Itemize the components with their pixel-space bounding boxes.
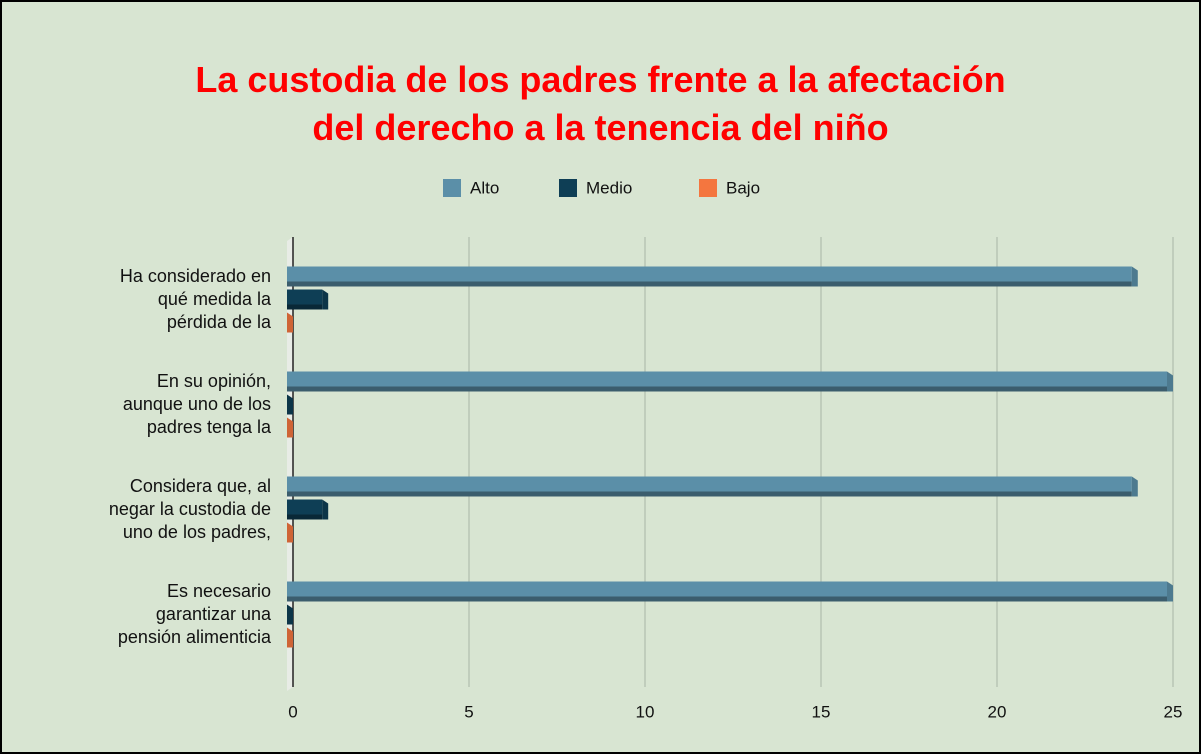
legend-swatch [699,179,717,197]
bar-end [287,522,293,543]
x-tick-label: 15 [812,702,831,721]
bar-bottom [287,514,323,520]
chart-title: La custodia de los padres frente a la af… [195,59,1006,148]
y-tick-label: Considera que, al negar la custodia de u… [108,476,271,542]
bar-end [287,312,293,333]
legend-swatch [559,179,577,197]
bar-end [287,394,293,415]
y-tick-label: Es necesario garantizar una pensión alim… [117,581,271,647]
x-tick-label: 10 [636,702,655,721]
bar-end [322,499,329,520]
bar-end [287,604,293,625]
x-tick-label: 5 [464,702,473,721]
x-tick-label: 25 [1164,702,1183,721]
bar-bottom [287,596,1167,602]
bar-bottom [287,491,1132,497]
bar-end [1131,476,1138,497]
bar-end [1167,581,1173,602]
legend-label: Alto [470,178,499,197]
bar-end [1131,266,1138,287]
bar-bottom [287,304,323,310]
bar-end [1167,371,1173,392]
bar-bottom [287,281,1132,287]
axis-wall [287,237,293,691]
y-tick-label: En su opinión, aunque uno de los padres … [122,371,271,437]
legend-swatch [443,179,461,197]
legend-label: Medio [586,178,632,197]
bar [287,499,323,515]
x-tick-label: 0 [288,702,297,721]
bar-end [287,627,293,648]
y-tick-label: Ha considerado en qué medida la pérdida … [119,266,271,332]
bar-end [322,289,329,310]
bar [287,476,1132,492]
x-tick-label: 20 [988,702,1007,721]
bar [287,371,1167,387]
bar [287,581,1167,597]
bar-bottom [287,386,1167,392]
bar [287,266,1132,282]
legend-label: Bajo [726,178,760,197]
bar-end [287,417,293,438]
bar [287,289,323,305]
